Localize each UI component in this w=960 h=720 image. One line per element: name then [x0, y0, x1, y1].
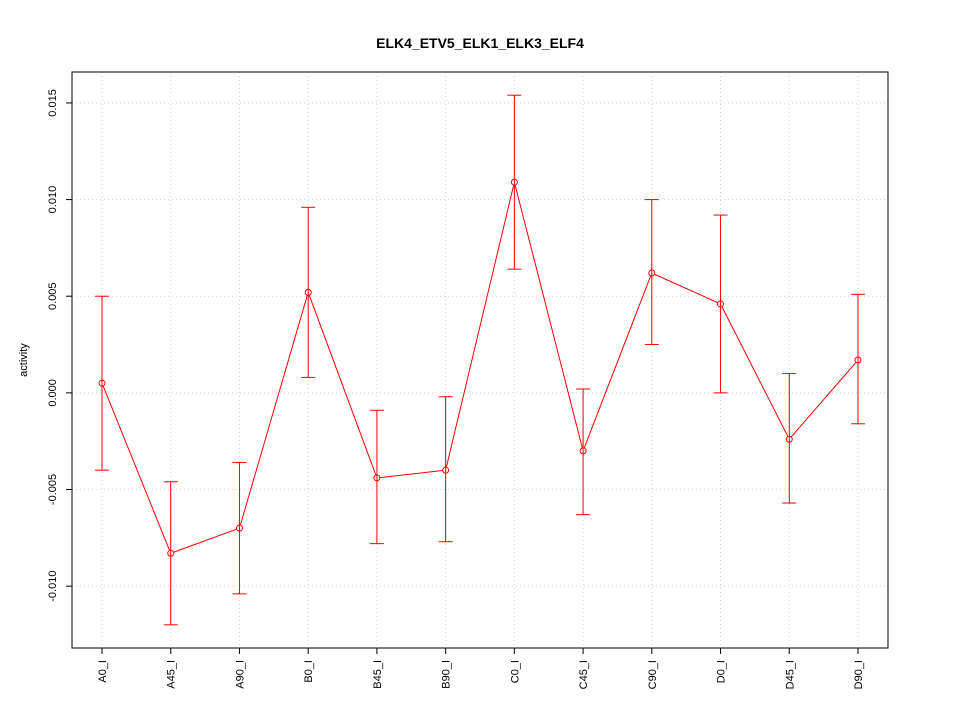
x-tick-label: C45_I — [578, 660, 590, 689]
series-line-segment — [445, 184, 515, 468]
data-point — [854, 356, 862, 364]
x-tick-label: B0_I — [303, 660, 315, 683]
y-tick-label: -0.005 — [47, 474, 59, 505]
x-tick-label: D0_I — [716, 660, 728, 683]
x-tick-label: A90_I — [234, 660, 246, 689]
data-point — [717, 300, 725, 308]
data-point — [98, 379, 106, 387]
chart-title: ELK4_ETV5_ELK1_ELK3_ELF4 — [376, 35, 584, 51]
data-point — [373, 474, 381, 482]
series-line-segment — [721, 306, 789, 437]
data-point — [785, 435, 793, 443]
series-layer — [95, 94, 865, 626]
series-line-segment — [583, 275, 652, 449]
series-line-segment — [173, 528, 237, 553]
y-tick-label: -0.010 — [47, 571, 59, 602]
y-tick-label: 0.010 — [47, 186, 59, 214]
x-tick-label: A0_I — [97, 660, 109, 683]
grid-layer — [72, 72, 888, 648]
data-point — [648, 269, 656, 277]
x-tick-label: B45_I — [372, 660, 384, 689]
series-line-segment — [790, 361, 857, 438]
x-tick-label: D90_I — [853, 660, 865, 689]
data-point — [235, 524, 243, 532]
series-line-segment — [239, 295, 308, 526]
y-tick-label: 0.015 — [47, 89, 59, 117]
plot-frame — [71, 71, 889, 649]
data-point — [510, 178, 518, 186]
data-point — [442, 466, 450, 474]
x-tick-label: A45_I — [166, 660, 178, 689]
x-tick-label: C90_I — [647, 660, 659, 689]
series-line-segment — [102, 385, 171, 551]
data-point — [167, 549, 175, 557]
x-tick-label: D45_I — [784, 660, 796, 689]
axes-layer: -0.010 -0.005 0.000 0.005 0.010 0.015 A0_I A45_… — [47, 89, 865, 689]
series-line-segment — [379, 470, 443, 479]
series-line-segment — [308, 294, 377, 476]
y-axis-label: activity — [18, 343, 30, 377]
x-tick-label: B90_I — [441, 660, 453, 689]
series-line-segment — [514, 184, 583, 449]
series-line-segment — [654, 273, 719, 304]
y-tick-label: 0.005 — [47, 282, 59, 310]
y-tick-label: 0.000 — [47, 379, 59, 407]
data-point — [304, 288, 312, 296]
data-point — [579, 447, 587, 455]
x-tick-label: C0_I — [509, 660, 521, 683]
